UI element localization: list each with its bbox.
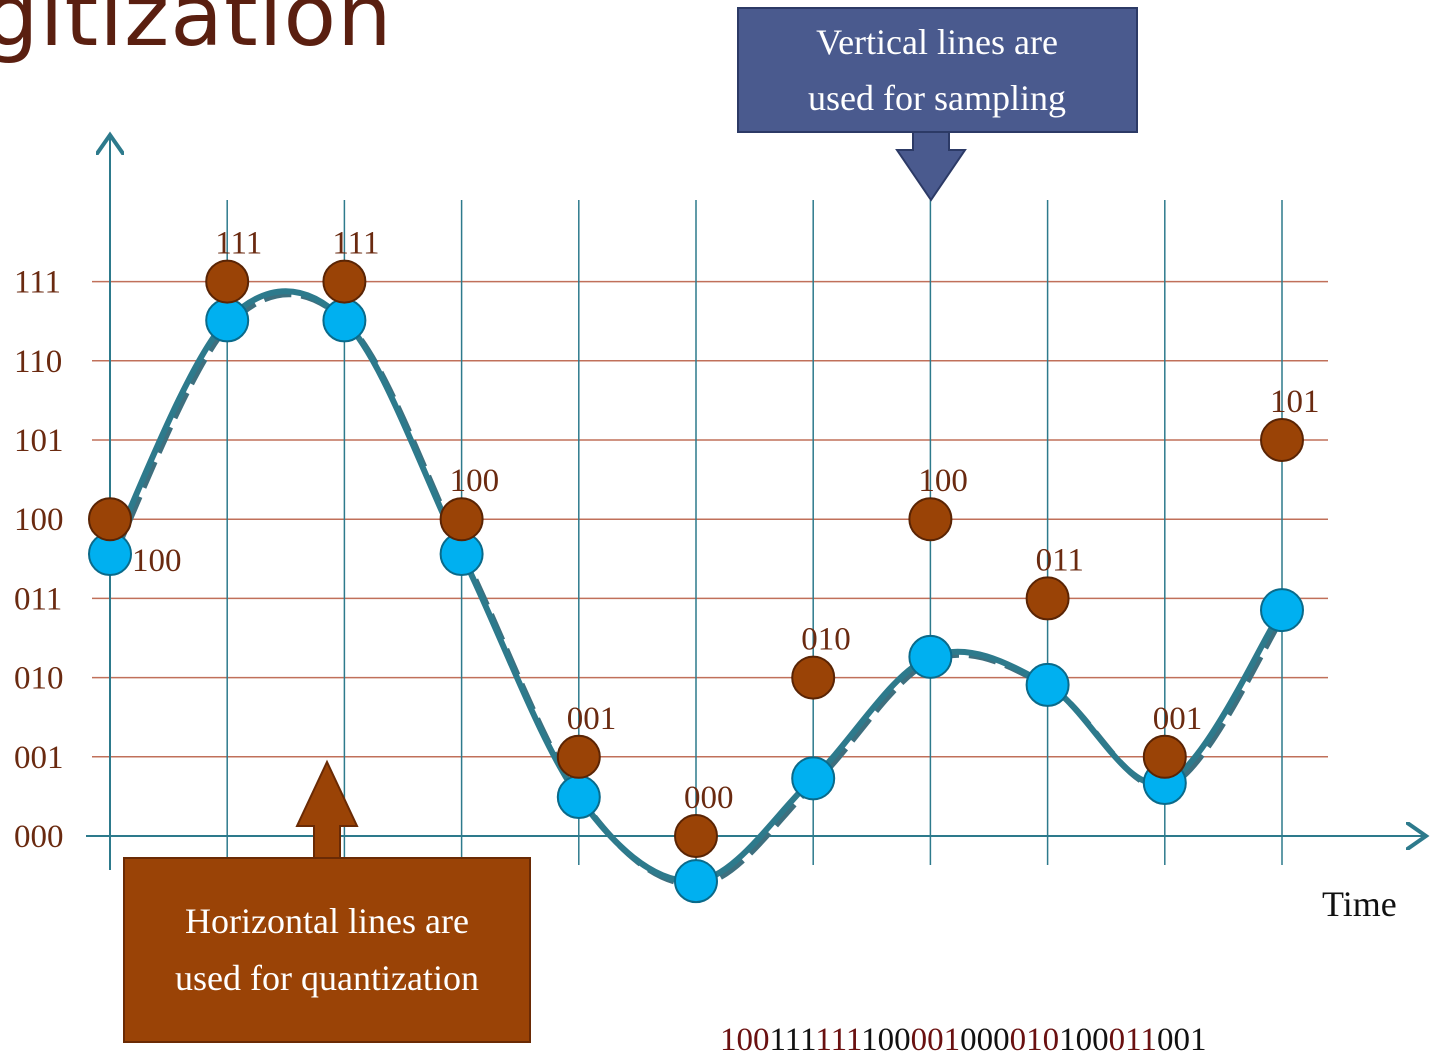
sampling-callout-line2: used for sampling [808, 78, 1066, 118]
code-label: 100 [918, 463, 968, 499]
sample-points [88, 298, 1304, 904]
level-label: 111 [14, 265, 61, 301]
quantized-point [1260, 418, 1304, 462]
quantized-point [556, 734, 601, 779]
bitstream-segment: 100 [861, 1022, 911, 1058]
code-label: 100 [450, 463, 500, 499]
sample-point [556, 775, 601, 820]
bitstream-code: 100111111100001000010100011001 [720, 1022, 1206, 1058]
bitstream-segment: 001 [1157, 1022, 1207, 1058]
sample-point [205, 298, 250, 343]
code-label: 001 [567, 701, 617, 737]
quantized-points [88, 259, 1304, 858]
level-label: 101 [14, 423, 64, 459]
quantized-point [88, 497, 132, 542]
x-axis-label: Time [1322, 884, 1397, 924]
level-label: 110 [14, 344, 62, 380]
bitstream-segment: 111 [815, 1022, 861, 1058]
quantization-callout-line2: used for quantization [175, 958, 479, 998]
sample-point [322, 298, 367, 343]
bitstream-segment: 000 [960, 1022, 1010, 1058]
level-label: 100 [14, 502, 64, 538]
bitstream-segment: 100 [720, 1022, 770, 1058]
slide-title: gitization [0, 0, 393, 66]
quantization-callout-line1: Horizontal lines are [185, 901, 469, 941]
quantized-point [1025, 576, 1070, 621]
bitstream-segment: 001 [911, 1022, 961, 1058]
quantized-point [791, 655, 836, 700]
sampling-callout: Vertical lines are used for sampling [737, 7, 1138, 202]
sample-point [674, 859, 718, 904]
quantized-point [908, 497, 953, 542]
code-label: 111 [332, 226, 379, 262]
sample-point [1025, 662, 1070, 707]
code-label: 000 [684, 780, 734, 816]
code-label: 111 [215, 226, 262, 262]
quantization-callout: Horizontal lines are used for quantizati… [123, 759, 531, 1043]
code-labels: 100 111 111 100 001 000 010 100 011 001 101 [132, 226, 1320, 816]
quantization-grid-lines [92, 280, 1328, 758]
code-label: 010 [801, 622, 851, 658]
bitstream-segment: 100 [1059, 1022, 1109, 1058]
code-label: 100 [132, 543, 182, 579]
level-label: 010 [14, 661, 64, 697]
bitstream-segment: 011 [1109, 1022, 1157, 1058]
quantized-point [439, 497, 484, 542]
quantized-point [674, 814, 718, 858]
analog-waveform [107, 288, 1285, 885]
code-label: 101 [1270, 384, 1320, 420]
bitstream-segment: 010 [1010, 1022, 1060, 1058]
code-label: 011 [1036, 542, 1084, 578]
sample-point [791, 756, 836, 801]
level-labels: 000 001 010 011 100 101 110 111 [14, 265, 64, 855]
sample-point [908, 634, 953, 679]
bitstream-segment: 111 [770, 1022, 816, 1058]
sampling-callout-line1: Vertical lines are [816, 22, 1058, 62]
sample-point [1260, 588, 1304, 633]
level-label: 001 [14, 740, 64, 776]
level-label: 000 [14, 819, 64, 855]
level-label: 011 [14, 581, 62, 617]
quantized-point [322, 259, 367, 304]
quantized-point [1142, 734, 1187, 779]
code-label: 001 [1153, 701, 1203, 737]
quantized-point [205, 259, 250, 304]
